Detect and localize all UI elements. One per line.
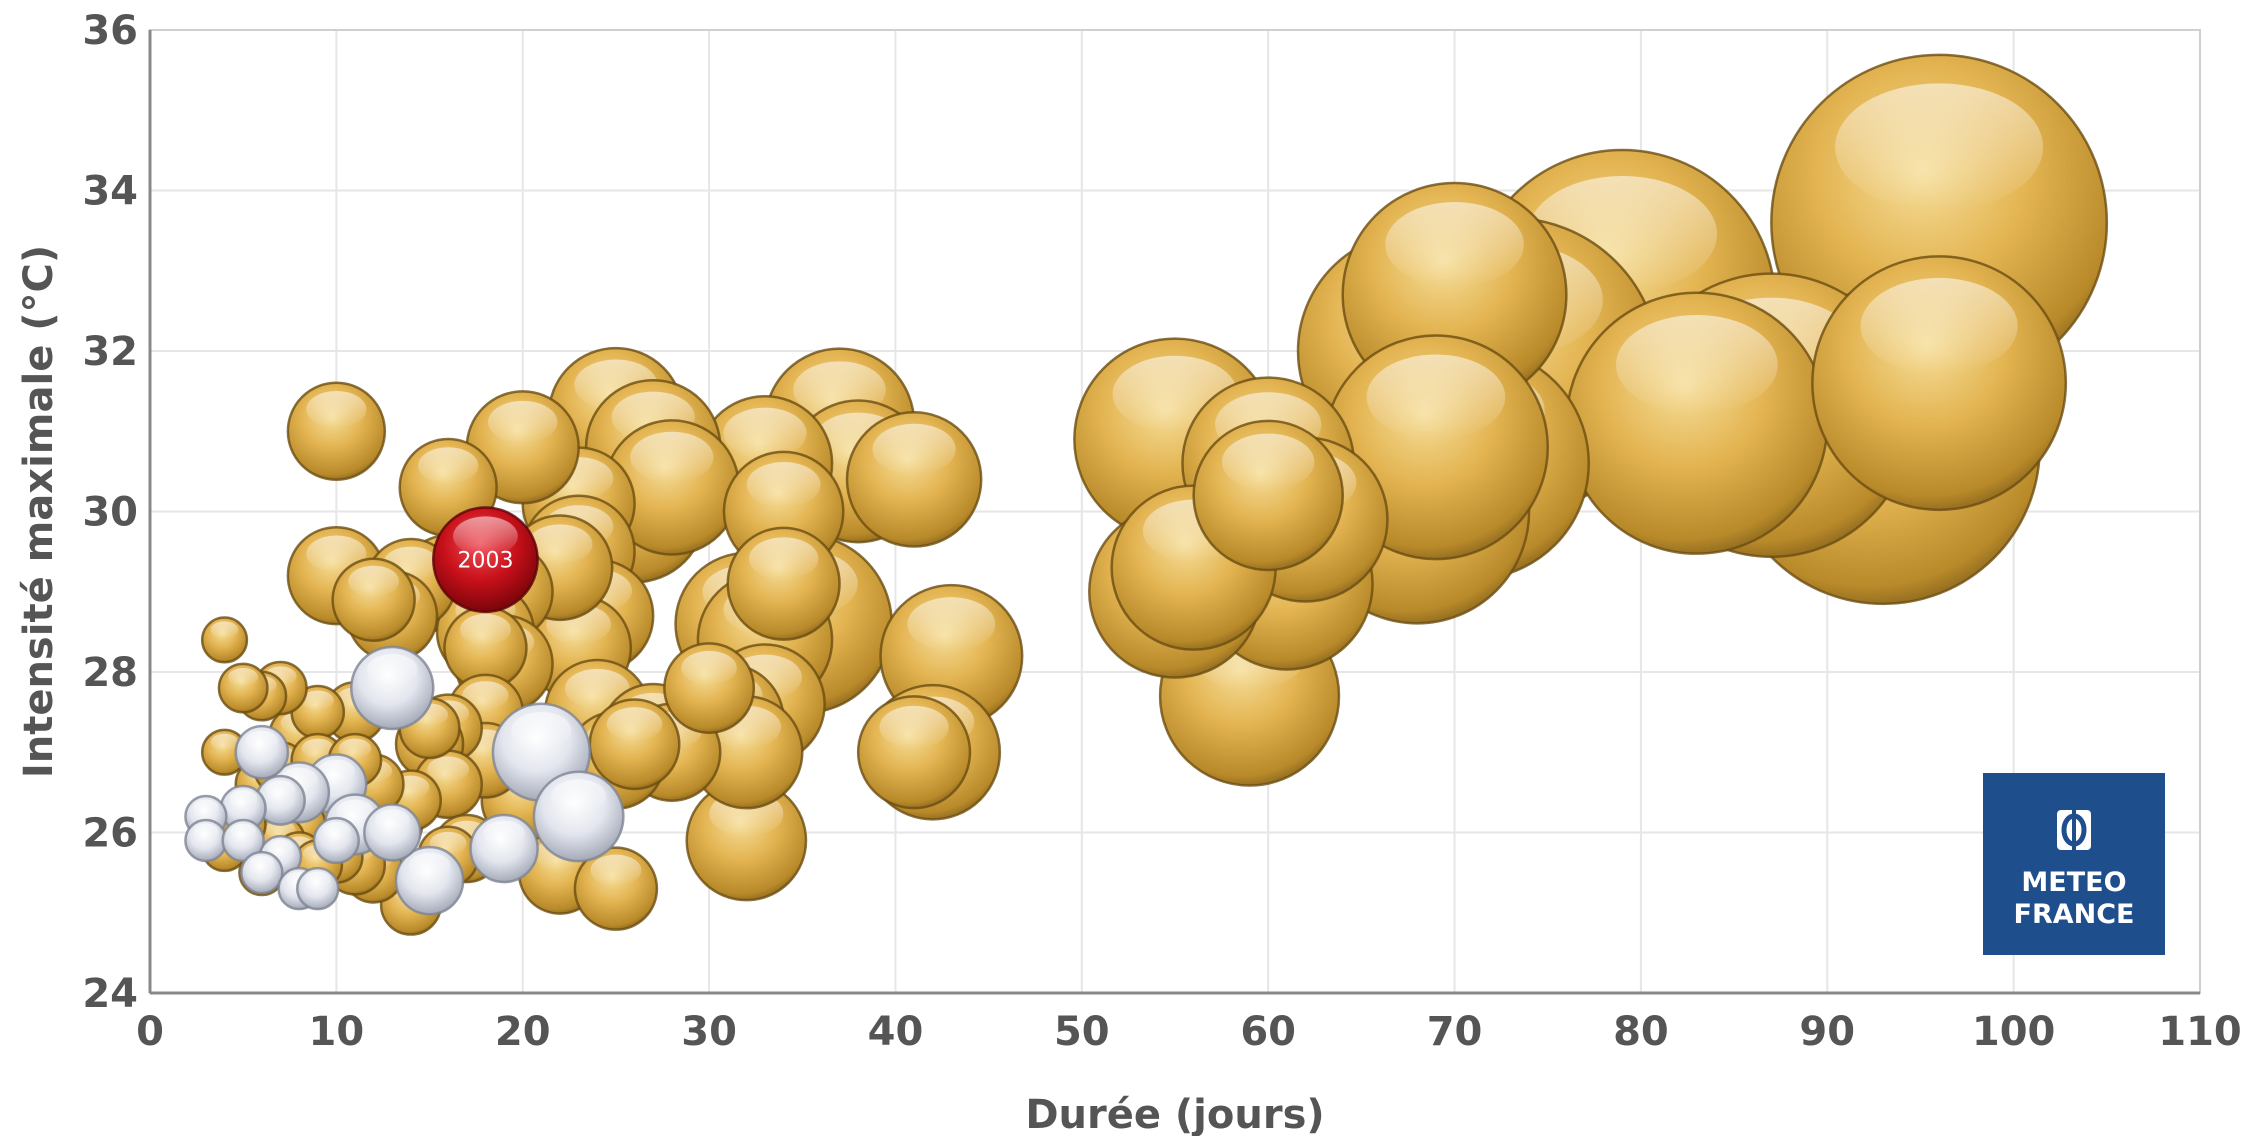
y-tick-label: 34 [82, 169, 138, 215]
x-tick-label: 20 [495, 1009, 551, 1055]
silver-bubble [364, 805, 420, 861]
highlight-bubble: 2003 [433, 507, 537, 611]
gold-bubble [1194, 421, 1343, 570]
silver-bubble [185, 820, 226, 861]
gold-bubble [1566, 293, 1827, 554]
x-tick-label: 50 [1054, 1009, 1110, 1055]
x-tick-label: 110 [2158, 1009, 2242, 1055]
silver-bubble [297, 868, 338, 909]
y-axis-title: Intensité maximale (°C) [16, 245, 62, 778]
silver-bubble [471, 815, 538, 882]
y-tick-label: 30 [82, 490, 138, 536]
logo-text-line1: METEO [2021, 867, 2126, 898]
x-tick-label: 100 [1972, 1009, 2056, 1055]
x-tick-label: 90 [1799, 1009, 1855, 1055]
logo-text-line2: FRANCE [2014, 899, 2135, 930]
gold-bubble [288, 383, 385, 480]
silver-bubble [236, 726, 288, 778]
x-tick-label: 60 [1240, 1009, 1296, 1055]
x-tick-label: 70 [1427, 1009, 1483, 1055]
silver-bubble [351, 647, 433, 729]
x-tick-label: 30 [681, 1009, 737, 1055]
gold-bubble [202, 618, 247, 663]
silver-bubble [241, 852, 282, 893]
gold-bubble [728, 528, 840, 640]
y-tick-label: 26 [82, 811, 138, 857]
y-tick-label: 28 [82, 650, 138, 696]
bubble-label: 2003 [457, 549, 513, 574]
y-tick-label: 24 [82, 971, 138, 1017]
gold-bubble [847, 412, 981, 546]
gold-bubble [1812, 256, 2065, 509]
x-tick-label: 0 [136, 1009, 164, 1055]
x-axis-title: Durée (jours) [1025, 1092, 1324, 1136]
gold-bubble [219, 664, 267, 712]
y-tick-label: 36 [82, 8, 138, 54]
silver-bubble [314, 818, 359, 863]
bubbles: 2003 [185, 55, 2106, 935]
silver-bubble [534, 772, 623, 861]
gold-bubble [590, 699, 679, 788]
gold-bubble [664, 643, 753, 732]
gold-bubble [333, 559, 415, 641]
x-tick-label: 10 [309, 1009, 365, 1055]
x-tick-label: 40 [868, 1009, 924, 1055]
y-tick-label: 32 [82, 329, 138, 375]
gold-bubble [858, 696, 970, 808]
x-tick-label: 80 [1613, 1009, 1669, 1055]
